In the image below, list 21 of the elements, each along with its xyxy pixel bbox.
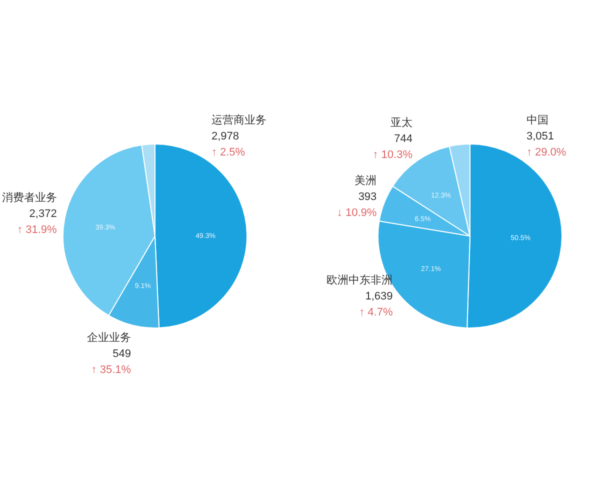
slice-label: 运营商业务 (211, 113, 266, 126)
text: 393 (358, 191, 377, 204)
text: 1,639 (365, 290, 393, 302)
slice-label: 美洲 (354, 174, 377, 188)
text: ↑ 2.5% (211, 146, 246, 158)
text: ↓ 10.9% (336, 207, 377, 220)
slice-label: 消费者业务 (2, 190, 57, 204)
text: 2,372 (29, 208, 57, 220)
text: ↑ 31.9% (17, 224, 58, 236)
text: 549 (112, 348, 132, 360)
text: ↑ 29.0% (526, 146, 566, 158)
text: ↑ 35.1% (91, 364, 132, 376)
text: ↑ 10.3% (372, 149, 413, 162)
slice-label: 欧洲中东非洲 (326, 274, 393, 286)
slice-label: 企业业务 (87, 331, 132, 344)
slice-label: 亚太 (390, 116, 412, 130)
text: 744 (394, 133, 412, 146)
text: ↑ 4.7% (359, 306, 393, 318)
slice-label: 中国 (526, 113, 548, 126)
text: 3,051 (526, 130, 554, 142)
text: 2,978 (211, 130, 239, 142)
